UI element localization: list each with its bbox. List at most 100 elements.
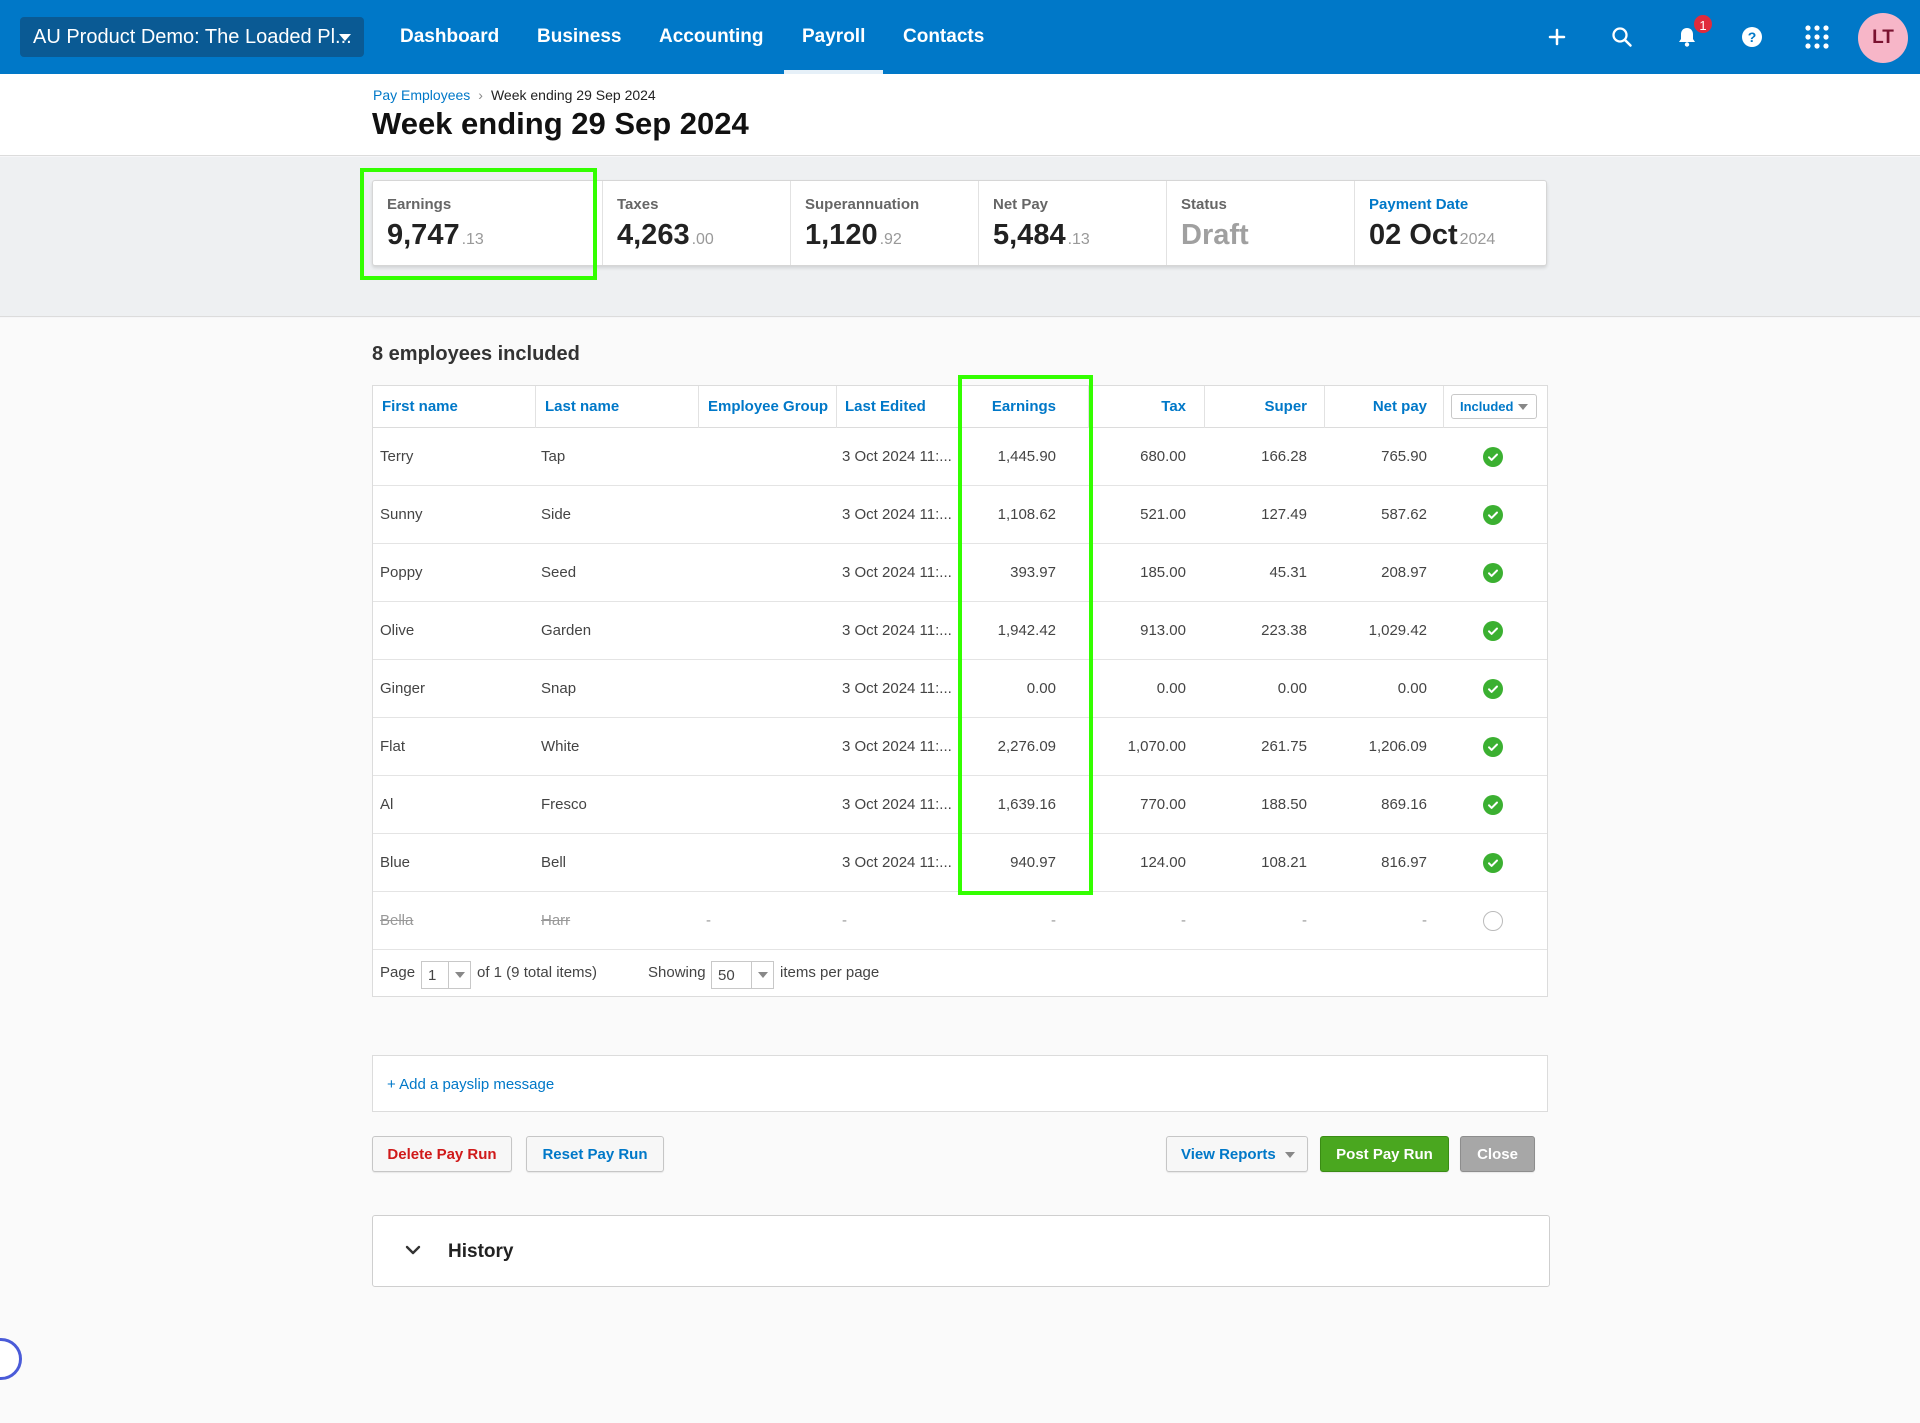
table-row-excluded[interactable]: Bella Harr - - - - - - bbox=[373, 892, 1547, 950]
cell-earnings: 0.00 bbox=[1026, 680, 1056, 697]
cell-group bbox=[706, 718, 836, 775]
employees-count-title: 8 employees included bbox=[372, 343, 580, 365]
cell-last-name: Tap bbox=[541, 448, 566, 465]
included-check-icon[interactable] bbox=[1483, 852, 1503, 873]
cell-last-edited: 3 Oct 2024 11:... bbox=[842, 448, 952, 465]
notification-badge: 1 bbox=[1692, 13, 1714, 35]
summary-netpay-value: 5,484 bbox=[993, 219, 1066, 251]
page-title: Week ending 29 Sep 2024 bbox=[372, 106, 749, 141]
cell-group bbox=[706, 660, 836, 717]
cell-first-name: Flat bbox=[380, 738, 406, 755]
chevron-down-icon bbox=[1285, 1152, 1295, 1158]
org-name: AU Product Demo: The Loaded Pl... bbox=[33, 25, 352, 48]
included-check-icon[interactable] bbox=[1483, 504, 1503, 525]
cell-earnings: 393.97 bbox=[1010, 564, 1056, 581]
chevron-down-icon bbox=[1518, 403, 1529, 410]
summary-earnings: Earnings 9,747.13 bbox=[373, 181, 603, 265]
col-last-edited[interactable]: Last Edited bbox=[845, 398, 926, 415]
delete-pay-run-button[interactable]: Delete Pay Run bbox=[372, 1136, 512, 1172]
history-title: History bbox=[448, 1241, 514, 1262]
close-button[interactable]: Close bbox=[1460, 1136, 1535, 1172]
reset-pay-run-button[interactable]: Reset Pay Run bbox=[526, 1136, 664, 1172]
help-icon[interactable]: ? bbox=[1734, 19, 1770, 55]
summary-taxes: Taxes 4,263.00 bbox=[603, 181, 791, 265]
nav-business[interactable]: Business bbox=[537, 26, 622, 47]
cell-tax: 521.00 bbox=[1140, 506, 1186, 523]
included-check-icon[interactable] bbox=[1483, 736, 1503, 757]
cell-first-name: Al bbox=[380, 796, 394, 813]
col-super[interactable]: Super bbox=[1264, 398, 1307, 415]
summary-superannuation: Superannuation 1,120.92 bbox=[791, 181, 979, 265]
included-check-icon[interactable] bbox=[1483, 620, 1503, 641]
col-last-name[interactable]: Last name bbox=[545, 398, 620, 415]
chevron-down-icon bbox=[403, 1240, 423, 1265]
summary-earnings-decimal: .13 bbox=[461, 231, 484, 248]
cell-tax: 913.00 bbox=[1140, 622, 1186, 639]
plus-icon[interactable] bbox=[1539, 19, 1575, 55]
cell-super: 108.21 bbox=[1261, 854, 1307, 871]
per-page-select[interactable]: 50 bbox=[711, 961, 774, 989]
apps-grid-icon[interactable] bbox=[1799, 19, 1835, 55]
cell-first-name: Olive bbox=[380, 622, 415, 639]
cell-super: 261.75 bbox=[1261, 738, 1307, 755]
history-panel[interactable]: History bbox=[372, 1215, 1550, 1287]
cell-last-edited: - bbox=[842, 912, 847, 929]
summary-taxes-decimal: .00 bbox=[691, 231, 714, 248]
earnings-highlight-box bbox=[360, 168, 597, 280]
summary-net-pay: Net Pay 5,484.13 bbox=[979, 181, 1167, 265]
nav-payroll[interactable]: Payroll bbox=[783, 0, 884, 74]
included-check-icon[interactable] bbox=[1483, 794, 1503, 815]
cell-earnings: 1,445.90 bbox=[997, 448, 1056, 465]
cell-last-name: Bell bbox=[541, 854, 567, 871]
add-payslip-message-link[interactable]: + Add a payslip message bbox=[387, 1076, 555, 1093]
nav-accounting[interactable]: Accounting bbox=[659, 26, 764, 47]
col-employee-group[interactable]: Employee Group bbox=[708, 398, 829, 415]
summary-super-label: Superannuation bbox=[805, 196, 920, 213]
summary-earnings-label: Earnings bbox=[387, 196, 452, 213]
col-net-pay[interactable]: Net pay bbox=[1372, 398, 1427, 415]
page-select[interactable]: 1 bbox=[421, 961, 471, 989]
bell-icon[interactable] bbox=[1669, 19, 1705, 55]
post-pay-run-button[interactable]: Post Pay Run bbox=[1320, 1136, 1449, 1172]
cell-last-name: White bbox=[541, 738, 580, 755]
table-row[interactable]: Sunny Side 3 Oct 2024 11:... 1,108.62 521.00… bbox=[373, 486, 1547, 544]
cell-net-pay: 869.16 bbox=[1381, 796, 1427, 813]
cell-earnings: 1,639.16 bbox=[997, 796, 1056, 813]
cell-tax: 0.00 bbox=[1156, 680, 1186, 697]
cell-net-pay: 1,206.09 bbox=[1368, 738, 1427, 755]
summary-payment-date[interactable]: Payment Date 02 Oct 2024 bbox=[1355, 181, 1546, 265]
cell-net-pay: 816.97 bbox=[1381, 854, 1427, 871]
avatar[interactable]: LT bbox=[1858, 13, 1908, 63]
cell-net-pay: 208.97 bbox=[1381, 564, 1427, 581]
included-check-icon[interactable] bbox=[1483, 562, 1503, 583]
page-select-value: 1 bbox=[428, 966, 437, 984]
included-check-icon[interactable] bbox=[1483, 678, 1503, 699]
nav-contacts[interactable]: Contacts bbox=[903, 26, 985, 47]
col-earnings[interactable]: Earnings bbox=[991, 398, 1056, 415]
summary-earnings-value: 9,747 bbox=[387, 219, 460, 251]
nav-dashboard[interactable]: Dashboard bbox=[400, 26, 500, 47]
summary-status: Status Draft bbox=[1167, 181, 1355, 265]
org-switcher[interactable]: AU Product Demo: The Loaded Pl... bbox=[20, 17, 364, 57]
col-first-name[interactable]: First name bbox=[382, 398, 458, 415]
cell-last-edited: 3 Oct 2024 11:... bbox=[842, 622, 952, 639]
cell-earnings: 1,942.42 bbox=[997, 622, 1056, 639]
cell-first-name: Ginger bbox=[380, 680, 426, 697]
col-tax[interactable]: Tax bbox=[1161, 398, 1186, 415]
cell-last-name: Side bbox=[541, 506, 572, 523]
summary-super-decimal: .92 bbox=[879, 231, 902, 248]
view-reports-button[interactable]: View Reports bbox=[1166, 1136, 1308, 1172]
include-toggle-off[interactable] bbox=[1483, 910, 1503, 931]
included-check-icon[interactable] bbox=[1483, 446, 1503, 467]
pager-showing-label: Showing bbox=[648, 964, 706, 981]
pager-page-label: Page bbox=[380, 964, 416, 981]
svg-text:?: ? bbox=[1748, 29, 1757, 45]
cell-last-name: Garden bbox=[541, 622, 592, 639]
cell-first-name: Poppy bbox=[380, 564, 423, 581]
per-page-value: 50 bbox=[718, 966, 735, 984]
search-icon[interactable] bbox=[1604, 19, 1640, 55]
included-filter-dropdown[interactable]: Included bbox=[1451, 394, 1538, 419]
breadcrumb-pay-employees[interactable]: Pay Employees bbox=[373, 87, 471, 103]
cell-tax: 124.00 bbox=[1140, 854, 1186, 871]
pager-per-page-suffix: items per page bbox=[780, 964, 880, 981]
